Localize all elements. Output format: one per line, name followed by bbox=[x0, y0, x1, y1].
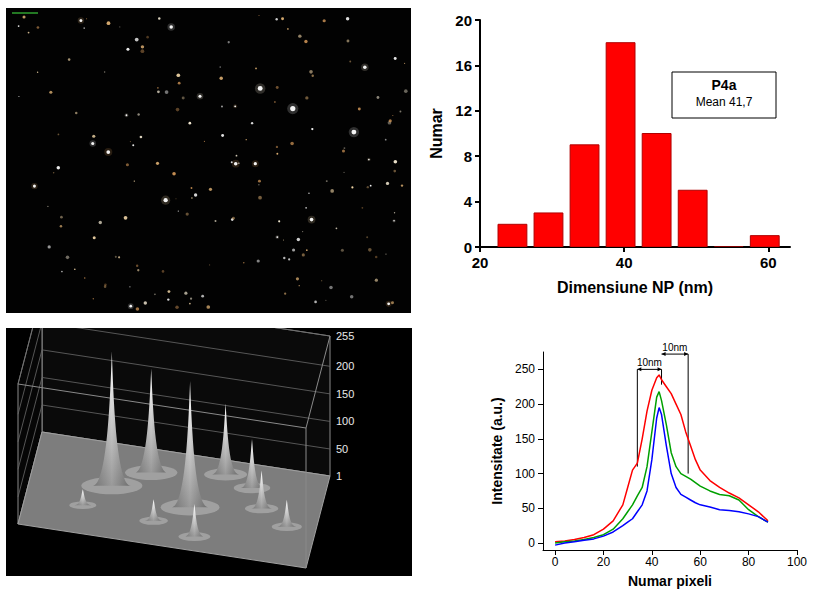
svg-text:80: 80 bbox=[742, 555, 756, 569]
svg-text:0: 0 bbox=[464, 239, 472, 256]
svg-text:60: 60 bbox=[760, 254, 777, 271]
svg-text:100: 100 bbox=[787, 555, 807, 569]
svg-text:150: 150 bbox=[515, 432, 535, 446]
svg-text:60: 60 bbox=[694, 555, 708, 569]
svg-text:P4a: P4a bbox=[712, 77, 737, 93]
svg-text:20: 20 bbox=[597, 555, 611, 569]
svg-text:16: 16 bbox=[455, 57, 472, 74]
svg-text:250: 250 bbox=[515, 362, 535, 376]
svg-text:50: 50 bbox=[336, 443, 348, 455]
svg-text:20: 20 bbox=[472, 254, 489, 271]
svg-text:150: 150 bbox=[336, 388, 354, 400]
svg-text:20: 20 bbox=[455, 12, 472, 29]
svg-text:10nm: 10nm bbox=[662, 342, 687, 353]
svg-text:8: 8 bbox=[464, 148, 472, 165]
svg-text:0: 0 bbox=[528, 536, 535, 550]
svg-text:12: 12 bbox=[455, 102, 472, 119]
svg-text:255: 255 bbox=[336, 330, 354, 342]
svg-text:100: 100 bbox=[515, 467, 535, 481]
svg-text:Dimensiune NP (nm): Dimensiune NP (nm) bbox=[557, 279, 713, 296]
svg-text:40: 40 bbox=[645, 555, 659, 569]
svg-text:4: 4 bbox=[464, 193, 473, 210]
svg-text:1: 1 bbox=[336, 470, 342, 482]
svg-text:0: 0 bbox=[552, 555, 559, 569]
svg-text:Numar: Numar bbox=[428, 108, 445, 159]
svg-text:Intensitate (a.u.): Intensitate (a.u.) bbox=[489, 397, 505, 504]
svg-text:40: 40 bbox=[616, 254, 633, 271]
svg-text:200: 200 bbox=[336, 360, 354, 372]
svg-text:Mean 41,7: Mean 41,7 bbox=[696, 95, 753, 109]
svg-text:50: 50 bbox=[522, 501, 536, 515]
svg-text:Numar pixeli: Numar pixeli bbox=[628, 573, 712, 589]
svg-text:100: 100 bbox=[336, 415, 354, 427]
svg-text:10nm: 10nm bbox=[637, 357, 662, 368]
svg-text:200: 200 bbox=[515, 397, 535, 411]
